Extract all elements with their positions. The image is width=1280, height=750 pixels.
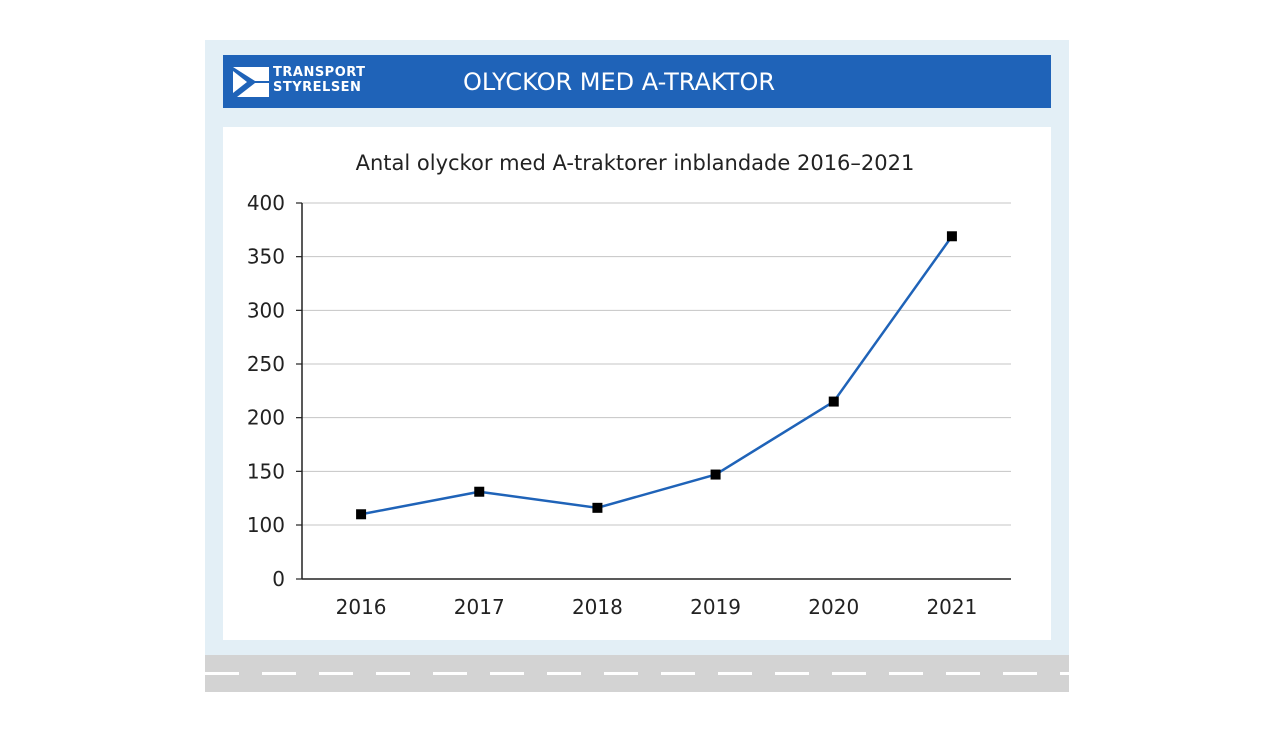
x-axis-ticks: 2016 2017 2018 2019 2020 2021 [336, 595, 978, 619]
y-tick-label: 250 [247, 352, 285, 376]
logo-line-2: STYRELSEN [273, 80, 362, 95]
road-dash [889, 672, 923, 675]
road-dash [718, 672, 752, 675]
chart-title: Antal olyckor med A-traktorer inblandade… [356, 151, 915, 175]
data-point-2019 [710, 469, 721, 480]
grid-lines [302, 202, 1011, 526]
transportstyrelsen-logo-icon [233, 67, 269, 97]
x-tick-label: 2020 [808, 595, 859, 619]
header-bar: TRANSPORT STYRELSEN OLYCKOR MED A-TRAKTO… [223, 55, 1051, 108]
y-tick-label: 400 [247, 191, 285, 215]
series-line [360, 235, 953, 516]
data-point-2018 [592, 502, 603, 513]
logo-line-1: TRANSPORT [273, 65, 366, 80]
road-dash [775, 672, 809, 675]
data-point-2016 [356, 509, 367, 520]
road-dash [376, 672, 410, 675]
infographic-card: TRANSPORT STYRELSEN OLYCKOR MED A-TRAKTO… [205, 40, 1069, 692]
y-tick-label: 350 [247, 245, 285, 269]
road-dash [832, 672, 866, 675]
road-dash [490, 672, 524, 675]
x-tick-label: 2017 [454, 595, 505, 619]
y-tick-label: 100 [247, 513, 285, 537]
y-tick-label: 200 [247, 406, 285, 430]
y-tick-label: 300 [247, 298, 285, 322]
road-dash [661, 672, 695, 675]
line-chart: Antal olyckor med A-traktorer inblandade… [247, 151, 1011, 619]
data-point-2020 [828, 396, 839, 407]
page-title: OLYCKOR MED A-TRAKTOR [463, 68, 776, 96]
y-tick-label: 0 [272, 567, 285, 591]
road-decoration [205, 655, 1069, 692]
x-tick-label: 2019 [690, 595, 741, 619]
road-dash [319, 672, 353, 675]
logo-wordmark: TRANSPORT STYRELSEN [273, 65, 366, 95]
chart-panel: Antal olyckor med A-traktorer inblandade… [223, 127, 1051, 640]
data-point-2017 [474, 486, 485, 497]
road-dash [1003, 672, 1037, 675]
road-dash [433, 672, 467, 675]
x-tick-label: 2021 [926, 595, 977, 619]
road-dash [262, 672, 296, 675]
road-dash [604, 672, 638, 675]
data-point-2021 [946, 231, 957, 242]
y-axis-ticks: 0 100 150 200 250 300 350 400 [247, 191, 302, 591]
road-dash [547, 672, 581, 675]
road-dash [1060, 672, 1069, 675]
road-dash [205, 672, 239, 675]
x-tick-label: 2016 [336, 595, 387, 619]
road-dash [946, 672, 980, 675]
x-tick-label: 2018 [572, 595, 623, 619]
y-tick-label: 150 [247, 459, 285, 483]
axes [301, 203, 1011, 580]
series-layer [356, 231, 957, 520]
